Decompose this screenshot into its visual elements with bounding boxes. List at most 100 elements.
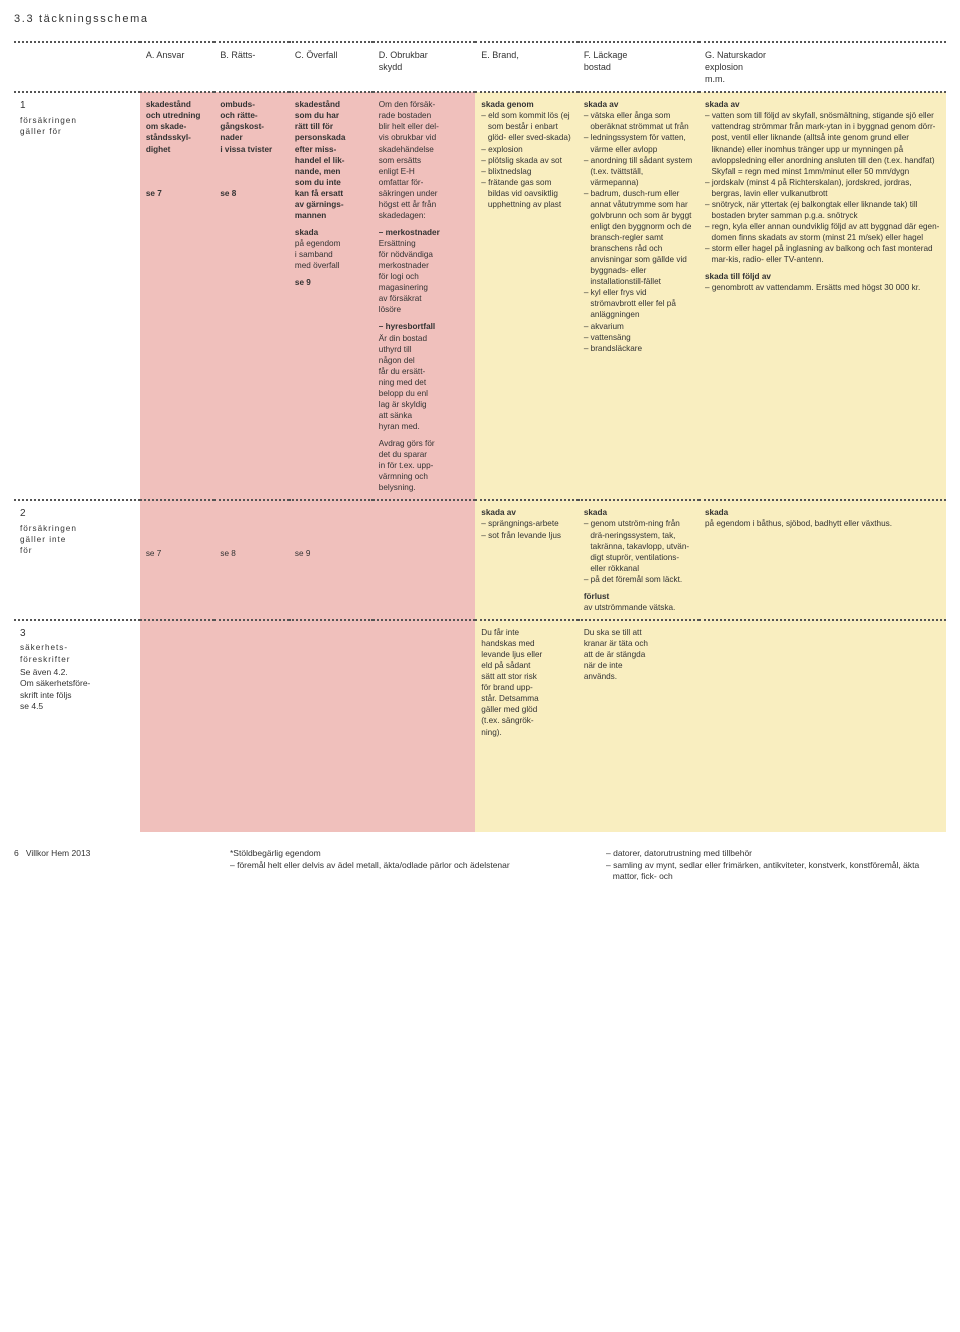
list-item: sprängnings-arbete [481,518,572,529]
list-item: frätande gas som bildas vid oavsiktlig u… [481,177,572,210]
r1-G2-head: skada till följd av [705,271,940,282]
col-E: E. Brand, [475,42,578,92]
r2-F-list: genom utström-ning från drä-neringssyste… [584,518,693,584]
r1-D-m: Ersättning för nödvändiga merkostnader f… [379,238,470,315]
r2-G-head: skada [705,507,940,518]
r1-D-hb: – hyresbortfall [379,322,435,331]
list-item: jordskalv (minst 4 på Richterskalan), jo… [705,177,940,199]
list-item: genombrott av vattendamm. Ersätts med hö… [705,282,940,293]
row-2-label: 2 försäkringen gäller inte för [14,500,140,620]
list-item: snötryck, när yttertak (ej balkongtak el… [705,199,940,221]
col-G: G. Naturskador explosion m.m. [699,42,946,92]
r2-A-text: se 7 [146,549,161,558]
col-B: B. Rätts- [214,42,289,92]
r3-G [699,620,946,833]
list-item: explosion [481,144,572,155]
list-item: storm eller hagel på inglasning av balko… [705,243,940,265]
row-2-title: försäkringen gäller inte för [20,524,77,555]
list-item: akvarium [584,321,693,332]
r2-C-text: se 9 [295,549,310,558]
list-item: plötslig skada av sot [481,155,572,166]
r1-D-mb: – merkostnader [379,228,440,237]
r2-F2-text: av utströmmande vätska. [584,602,693,613]
r1-F-list: vätska eller ånga som oberäknat strömmat… [584,110,693,353]
footer-left: 6 Villkor Hem 2013 [14,848,194,888]
r1-D: Om den försäk- rade bostaden blir helt e… [373,92,476,500]
r2-A: se 7 [140,500,215,620]
footer-mid-list: föremål helt eller delvis av ädel metall… [230,860,570,871]
page-footer: 6 Villkor Hem 2013 *Stöldbegärlig egendo… [0,840,960,892]
coverage-table: A. Ansvar B. Rätts- C. Överfall D. Obruk… [14,41,946,833]
r2-E-head: skada av [481,507,572,518]
r3-C [289,620,373,833]
r1-B-text: ombuds- och rätte- gångskost- nader i vi… [220,99,283,199]
r1-D-foot: Avdrag görs för det du sparar in för t.e… [379,438,470,493]
list-item: sot från levande ljus [481,530,572,541]
page: 3.3 täckningsschema A. Ansvar B. Rätts- … [0,0,960,840]
r1-A: skadestånd och utredning om skade- stånd… [140,92,215,500]
col-blank [14,42,140,92]
page-number: 6 [14,848,19,858]
r2-E: skada av sprängnings-arbete sot från lev… [475,500,578,620]
col-A: A. Ansvar [140,42,215,92]
r1-C-mid: på egendom i samband med överfall [295,238,367,271]
section-title: 3.3 täckningsschema [14,12,946,27]
r1-B: ombuds- och rätte- gångskost- nader i vi… [214,92,289,500]
list-item: eld som kommit lös (ej som består i enba… [481,110,572,143]
list-item: blixtnedslag [481,166,572,177]
list-item: regn, kyla eller annan oundviklig följd … [705,221,940,243]
list-item: genom utström-ning från drä-neringssyste… [584,518,693,573]
r3-F: Du ska se till att kranar är täta och at… [578,620,699,833]
list-item: på det föremål som läckt. [584,574,693,585]
doc-title: Villkor Hem 2013 [26,848,91,858]
r1-E: skada genom eld som kommit lös (ej som b… [475,92,578,500]
col-C: C. Överfall [289,42,373,92]
footer-mid-head: *Stöldbegärlig egendom [230,848,570,859]
r2-D [373,500,476,620]
row-1-num: 1 [20,99,134,113]
col-F: F. Läckage bostad [578,42,699,92]
r2-F: skada genom utström-ning från drä-nering… [578,500,699,620]
table-header-row: A. Ansvar B. Rätts- C. Överfall D. Obruk… [14,42,946,92]
r3-D [373,620,476,833]
list-item: kyl eller frys vid strömavbrott eller fe… [584,287,693,320]
row-1-label: 1 försäkringen gäller för [14,92,140,500]
list-item: ledningssystem för vatten, värme eller a… [584,132,693,154]
r2-E-list: sprängnings-arbete sot från levande ljus [481,518,572,540]
list-item: samling av mynt, sedlar eller frimärken,… [606,860,946,883]
r3-B [214,620,289,833]
row-3-num: 3 [20,627,134,641]
footer-mid: *Stöldbegärlig egendom föremål helt elle… [230,848,570,888]
list-item: föremål helt eller delvis av ädel metall… [230,860,570,871]
r1-G-list: vatten som till följd av skyfall, snösmä… [705,110,940,265]
r1-F-head: skada av [584,99,693,110]
r1-C-bot: se 9 [295,277,367,288]
r2-B: se 8 [214,500,289,620]
list-item: badrum, dusch-rum eller annat våtutrymme… [584,188,693,288]
r1-C-top: skadestånd som du har rätt till för pers… [295,100,346,220]
r1-D-top: Om den försäk- rade bostaden blir helt e… [379,99,470,221]
list-item: datorer, datorutrustning med tillbehör [606,848,946,859]
r3-F-text: Du ska se till att kranar är täta och at… [584,627,693,682]
r1-E-list: eld som kommit lös (ej som består i enba… [481,110,572,210]
row-3-title: säkerhets- föreskrifter [20,643,70,663]
r3-E-text: Du får inte handskas med levande ljus el… [481,627,572,738]
r2-F-head: skada [584,507,693,518]
row-3-label: 3 säkerhets- föreskrifter Se även 4.2. O… [14,620,140,833]
r1-D-h: Är din bostad uthyrd till någon del får … [379,333,470,433]
r1-E-head: skada genom [481,99,572,110]
r1-C-midb: skada [295,228,318,237]
row-1: 1 försäkringen gäller för skadestånd och… [14,92,946,500]
r1-G-head: skada av [705,99,940,110]
r3-E: Du får inte handskas med levande ljus el… [475,620,578,833]
list-item: brandsläckare [584,343,693,354]
list-item: vätska eller ånga som oberäknat strömmat… [584,110,693,132]
r3-A [140,620,215,833]
list-item: vattensäng [584,332,693,343]
r1-C: skadestånd som du har rätt till för pers… [289,92,373,500]
list-item: vatten som till följd av skyfall, snösmä… [705,110,940,176]
row-2-num: 2 [20,507,134,521]
col-D: D. Obrukbar skydd [373,42,476,92]
footer-right: datorer, datorutrustning med tillbehör s… [606,848,946,888]
r2-G-text: på egendom i båthus, sjöbod, badhytt ell… [705,518,940,529]
